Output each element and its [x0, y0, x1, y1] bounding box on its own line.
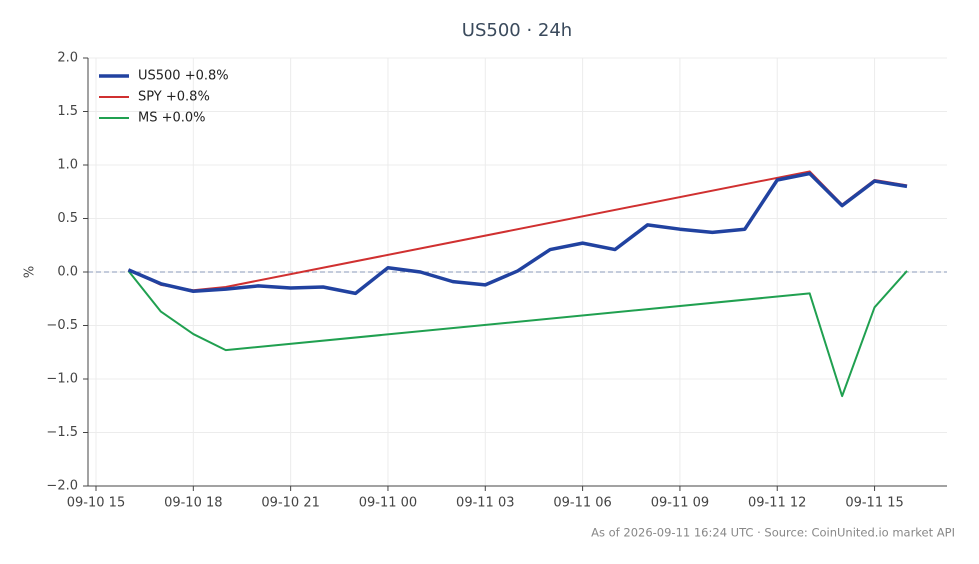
chart-title: US500 · 24h [462, 20, 572, 41]
series-line [127, 270, 908, 398]
series-line [127, 171, 908, 296]
x-tick-label: 09-11 12 [748, 496, 806, 511]
x-tick-label: 09-11 03 [456, 496, 514, 511]
footer: As of 2026-09-11 16:24 UTC · Source: Coi… [591, 526, 955, 540]
y-tick-label: 2.0 [57, 51, 78, 66]
y-tick-label: −1.0 [46, 372, 78, 387]
y-tick-label: 1.0 [57, 158, 78, 173]
x-tick-label: 09-10 21 [261, 496, 319, 511]
legend-label: SPY +0.8% [138, 90, 210, 105]
y-tick-label: −1.5 [46, 425, 78, 440]
y-axis-label: % [23, 266, 38, 278]
y-tick-label: 0.5 [57, 211, 78, 226]
x-tick-label: 09-10 15 [67, 496, 125, 511]
y-tick-label: −2.0 [46, 479, 78, 494]
x-tick-label: 09-11 00 [359, 496, 417, 511]
y-tick-label: 1.5 [57, 104, 78, 119]
x-tick-label: 09-11 15 [845, 496, 903, 511]
legend-label: US500 +0.8% [138, 69, 229, 84]
y-tick-label: 0.0 [57, 265, 78, 280]
y-tick-label: −0.5 [46, 318, 78, 333]
legend-label: MS +0.0% [138, 111, 206, 126]
x-tick-label: 09-10 18 [164, 496, 222, 511]
x-tick-label: 09-11 06 [553, 496, 611, 511]
x-tick-label: 09-11 09 [651, 496, 709, 511]
